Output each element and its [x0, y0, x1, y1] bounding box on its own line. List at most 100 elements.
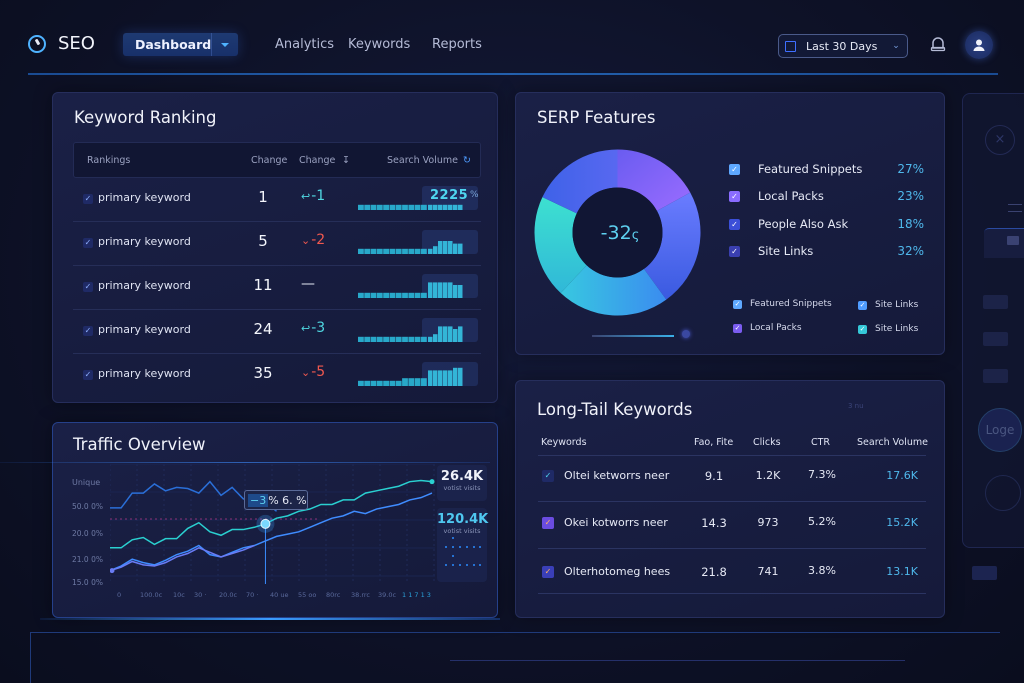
legend-checkbox[interactable]: ✓ [729, 163, 740, 175]
keyword-row[interactable]: ✓ primary keyword 24 ↩-3 [73, 310, 481, 354]
col-change-sort[interactable]: Change [299, 155, 336, 166]
volume-bar [458, 367, 463, 386]
row-checkbox[interactable]: ✓ [83, 326, 93, 336]
volume-bar [383, 204, 389, 210]
serp-legend-item[interactable]: ✓ Site Links 32% [729, 244, 924, 258]
highlight-point[interactable] [260, 518, 271, 529]
lt-keyword: Olterhotomeg hees [564, 565, 671, 578]
volume-bar [421, 378, 427, 386]
stat-total-label: votist visits [443, 527, 481, 535]
volume-bar [443, 282, 448, 298]
keyword-row[interactable]: ✓ primary keyword 5 ⌄-2 [73, 222, 481, 266]
donut-slider-track[interactable] [592, 335, 674, 337]
lt-volume: 17.6K [886, 469, 918, 482]
close-icon[interactable]: × [985, 125, 1015, 155]
x-tick: 80rc [326, 591, 341, 599]
row-checkbox[interactable]: ✓ [542, 470, 554, 482]
row-checkbox[interactable]: ✓ [83, 370, 93, 380]
notification-bell-icon[interactable] [930, 35, 946, 53]
x-tick: 10c [173, 591, 185, 599]
row-checkbox[interactable]: ✓ [83, 194, 93, 204]
lt-col-position[interactable]: Fao, Fite [694, 437, 734, 448]
y-tick: 21.0 0% [72, 555, 103, 564]
volume-bar [453, 329, 458, 342]
drawer-item[interactable] [983, 369, 1008, 383]
user-avatar[interactable] [965, 31, 993, 59]
rank-change: ⌄-5 [301, 364, 325, 380]
donut-slice[interactable] [643, 192, 701, 300]
refresh-icon[interactable]: ↻ [463, 155, 471, 166]
lt-col-ctr[interactable]: CTR [811, 437, 831, 448]
volume-bar [376, 292, 383, 298]
legend-percent: 32% [897, 244, 924, 258]
traffic-accent-line [0, 462, 490, 463]
rank-value: 5 [258, 232, 268, 250]
mini-legend-checkbox[interactable]: ✓ [858, 300, 867, 310]
mini-legend-checkbox[interactable]: ✓ [858, 324, 867, 334]
serp-legend-item[interactable]: ✓ Featured Snippets 27% [729, 162, 924, 176]
lt-col-keywords[interactable]: Keywords [541, 437, 587, 448]
keyword-row[interactable]: ✓ primary keyword 11 — [73, 266, 481, 310]
volume-bar [414, 292, 421, 298]
legend-checkbox[interactable]: ✓ [729, 245, 740, 257]
volume-bar [370, 292, 377, 298]
lt-clicks: 973 [757, 516, 779, 529]
series-start-point [110, 568, 115, 574]
col-change[interactable]: Change [251, 155, 288, 166]
legend-checkbox[interactable]: ✓ [729, 190, 740, 202]
rank-value: 24 [253, 320, 273, 338]
nav-analytics[interactable]: Analytics [275, 37, 335, 52]
serp-legend-item[interactable]: ✓ People Also Ask 18% [729, 217, 924, 231]
donut-slice[interactable] [542, 149, 618, 214]
traffic-line-chart[interactable] [110, 464, 435, 586]
lt-col-clicks[interactable]: Clicks [753, 437, 781, 448]
donut-slice[interactable] [560, 265, 667, 316]
volume-bar [453, 243, 458, 254]
volume-bar [453, 285, 458, 298]
dashboard-dropdown[interactable]: Dashboard [123, 33, 238, 56]
col-rankings[interactable]: Rankings [87, 155, 131, 166]
nav-keywords[interactable]: Keywords [348, 37, 411, 52]
row-checkbox[interactable]: ✓ [83, 282, 93, 292]
mini-legend-checkbox[interactable]: ✓ [733, 323, 742, 333]
legend-label: Site Links [758, 244, 814, 258]
x-tick: 0 [117, 591, 122, 599]
keyword-row[interactable]: ✓ primary keyword 35 ⌄-5 [73, 354, 481, 398]
row-checkbox[interactable]: ✓ [542, 517, 554, 529]
logout-button[interactable]: Loge [978, 408, 1022, 452]
row-checkbox[interactable]: ✓ [83, 238, 93, 248]
volume-bar [458, 243, 463, 254]
keyword-row[interactable]: ✓ primary keyword 1 ↩-1 2225% [73, 178, 481, 222]
volume-bar [433, 334, 438, 342]
minimize-icon[interactable] [972, 566, 997, 580]
rank-change: — [301, 276, 315, 292]
drawer-item[interactable] [983, 332, 1008, 346]
row-checkbox[interactable]: ✓ [542, 566, 554, 578]
y-axis-label: Unique [72, 478, 101, 487]
donut-slider-handle[interactable] [682, 330, 690, 338]
volume-bar [408, 378, 415, 386]
lt-col-search-volume[interactable]: Search Volume [857, 437, 928, 448]
legend-checkbox[interactable]: ✓ [729, 218, 740, 230]
donut-slice[interactable] [534, 197, 587, 294]
donut-center-suffix: ς [631, 228, 640, 243]
lt-clicks: 1.2K [755, 469, 781, 482]
volume-bar [414, 336, 421, 342]
mini-legend-item[interactable]: ✓ Featured Snippets [733, 299, 832, 309]
sort-icon[interactable]: ↧ [342, 155, 350, 166]
mini-legend-item[interactable]: ✓ Site Links [858, 324, 918, 334]
donut-slice[interactable] [617, 149, 691, 211]
nav-reports[interactable]: Reports [432, 37, 482, 52]
chevron-down-icon[interactable] [211, 33, 238, 56]
rank-change-value: -3 [311, 320, 326, 336]
volume-bar [453, 204, 458, 210]
volume-bar [364, 380, 371, 386]
lt-divider [538, 548, 926, 549]
mini-legend-item[interactable]: ✓ Local Packs [733, 323, 802, 333]
date-range-picker[interactable]: Last 30 Days ⌄ [778, 34, 908, 58]
drawer-item[interactable] [983, 295, 1008, 309]
col-search-volume[interactable]: Search Volume [387, 155, 458, 166]
serp-legend-item[interactable]: ✓ Local Packs 23% [729, 189, 924, 203]
mini-legend-checkbox[interactable]: ✓ [733, 299, 742, 309]
mini-legend-item[interactable]: ✓ Site Links [858, 300, 918, 310]
